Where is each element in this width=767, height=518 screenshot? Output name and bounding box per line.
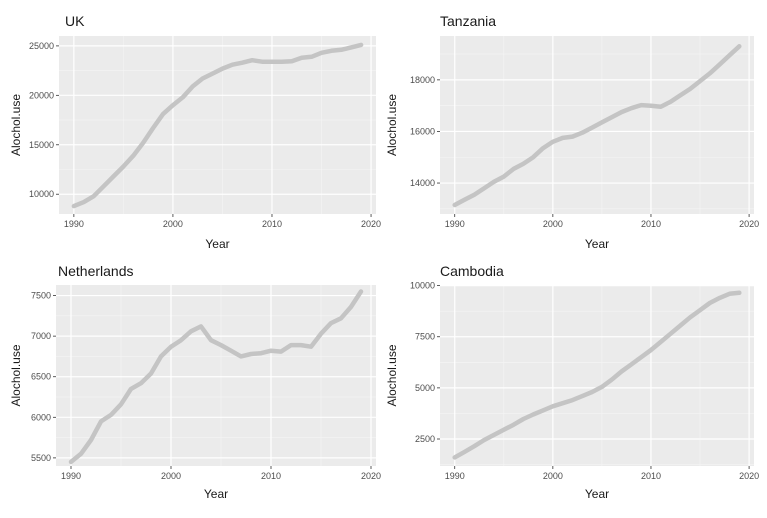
y-tick-label: 14000 bbox=[410, 178, 435, 188]
y-tick-label: 7000 bbox=[31, 331, 51, 341]
chart-panel-0: 1990 2000 2010 2020 10000 15000 20000 25000 UK Ye… bbox=[9, 13, 381, 251]
y-axis-label: Alochol.use bbox=[385, 94, 399, 156]
x-tick-label: 2020 bbox=[361, 471, 381, 481]
y-tick-label: 6500 bbox=[31, 372, 51, 382]
x-tick-label: 2000 bbox=[161, 471, 181, 481]
chart-panel-1: 1990 2000 2010 2020 14000 16000 18000 Tanzania Y… bbox=[385, 13, 759, 251]
y-tick-label: 7500 bbox=[31, 291, 51, 301]
series-line bbox=[71, 42, 364, 209]
y-tick-label: 5500 bbox=[31, 453, 51, 463]
panel-title: Cambodia bbox=[440, 263, 504, 279]
x-tick-label: 2010 bbox=[262, 219, 282, 229]
panel-title: Netherlands bbox=[58, 263, 134, 279]
chart-panel-3: 1990 2000 2010 2020 2500 5000 7500 10000 Cambodi… bbox=[385, 263, 759, 501]
x-axis-label: Year bbox=[585, 237, 609, 251]
x-tick-label: 2010 bbox=[641, 471, 661, 481]
series-line bbox=[68, 289, 364, 465]
x-tick-label: 2010 bbox=[261, 471, 281, 481]
x-tick-label: 2020 bbox=[739, 471, 759, 481]
x-tick-label: 2010 bbox=[641, 219, 661, 229]
x-tick-label: 2020 bbox=[361, 219, 381, 229]
y-tick-label: 2500 bbox=[415, 434, 435, 444]
x-tick-label: 2000 bbox=[543, 219, 563, 229]
x-axis-label: Year bbox=[205, 237, 229, 251]
x-tick-label: 1990 bbox=[64, 219, 84, 229]
y-tick-label: 18000 bbox=[410, 75, 435, 85]
x-tick-label: 1990 bbox=[61, 471, 81, 481]
y-tick-label: 10000 bbox=[410, 281, 435, 291]
x-tick-label: 2000 bbox=[163, 219, 183, 229]
panel-background bbox=[56, 285, 376, 466]
panel-title: UK bbox=[65, 13, 85, 29]
series-line bbox=[452, 44, 742, 208]
y-tick-label: 15000 bbox=[29, 140, 54, 150]
y-tick-label: 7500 bbox=[415, 332, 435, 342]
x-tick-label: 1990 bbox=[445, 471, 465, 481]
x-tick-label: 1990 bbox=[445, 219, 465, 229]
x-axis-label: Year bbox=[204, 487, 228, 501]
x-tick-label: 2020 bbox=[739, 219, 759, 229]
x-tick-label: 2000 bbox=[543, 471, 563, 481]
y-axis-label: Alochol.use bbox=[9, 344, 23, 406]
x-axis-label: Year bbox=[585, 487, 609, 501]
chart-panel-2: 1990 2000 2010 2020 5500 6000 6500 7000 7500 Neth… bbox=[9, 263, 381, 501]
y-tick-label: 16000 bbox=[410, 126, 435, 136]
y-tick-label: 20000 bbox=[29, 90, 54, 100]
y-axis-label: Alochol.use bbox=[9, 94, 23, 156]
y-tick-label: 5000 bbox=[415, 383, 435, 393]
y-tick-label: 25000 bbox=[29, 41, 54, 51]
y-axis-label: Alochol.use bbox=[385, 344, 399, 406]
panel-title: Tanzania bbox=[440, 13, 496, 29]
series-line bbox=[452, 290, 742, 460]
y-tick-label: 6000 bbox=[31, 412, 51, 422]
panel-background bbox=[59, 36, 376, 214]
y-tick-label: 10000 bbox=[29, 189, 54, 199]
